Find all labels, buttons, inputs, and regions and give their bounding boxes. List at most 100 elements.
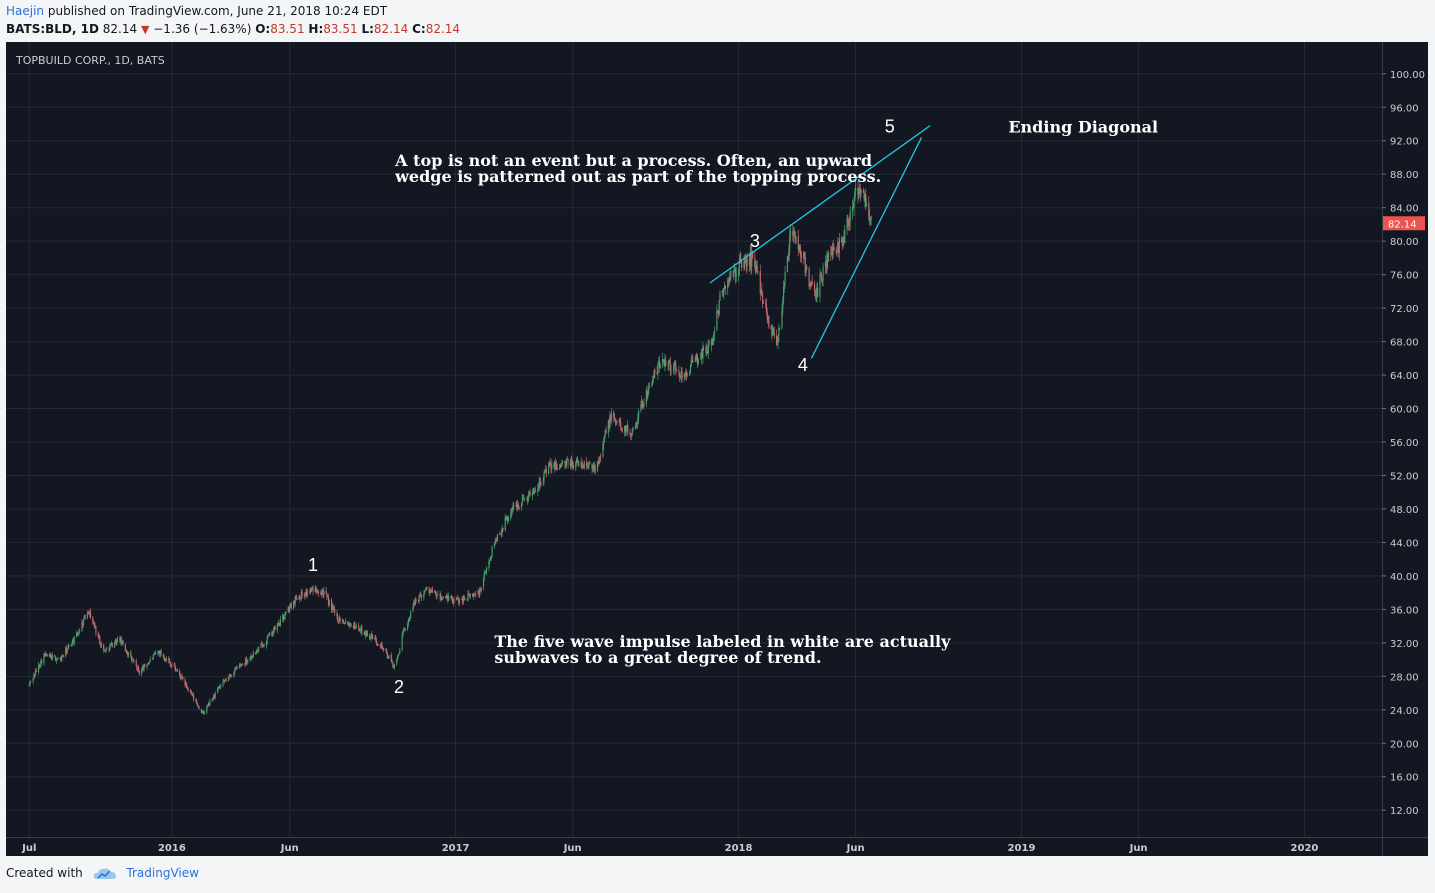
candle-body [99, 636, 101, 644]
candle-body [630, 434, 632, 435]
price-chart[interactable]: 100.00 96.00 92.00 88.00 84.00 80.00 76.00 72.0… [6, 42, 1428, 856]
candle-body [500, 533, 502, 535]
candle-body [195, 699, 197, 702]
candle-body [502, 528, 504, 531]
candle-body [732, 270, 734, 274]
candle-body [841, 242, 844, 247]
candle-body [171, 664, 173, 666]
candle-body [529, 492, 531, 496]
candle-body [117, 637, 119, 640]
chart-area[interactable]: 100.00 96.00 92.00 88.00 84.00 80.00 76.00 72.0… [6, 42, 1428, 856]
candle-body [311, 587, 313, 589]
candle-body [81, 622, 83, 631]
candle-body [366, 630, 368, 637]
candle-body [533, 491, 535, 492]
candle-body [857, 187, 859, 195]
candle-body [778, 327, 780, 336]
candle-body [61, 655, 64, 657]
candle-body [844, 229, 846, 244]
candle-body [289, 603, 292, 608]
candle-body [625, 428, 627, 433]
candle-body [260, 643, 262, 648]
candle-body [609, 415, 611, 428]
open-label: O: [255, 22, 271, 36]
candle-body [723, 287, 725, 293]
candle-body [692, 361, 694, 363]
candle-body [755, 268, 757, 273]
candle-body [667, 364, 669, 366]
candle-body [365, 630, 368, 637]
candle-body [131, 659, 133, 661]
candle-body [293, 600, 295, 605]
candle-body [169, 662, 171, 666]
candle-body [580, 461, 582, 467]
candle-body [531, 492, 533, 496]
candle-body [379, 644, 382, 647]
candle-body [512, 505, 514, 509]
candle-body [789, 235, 791, 249]
open-value: 83.51 [270, 22, 305, 36]
candle-body [860, 190, 862, 194]
candle-body [272, 630, 275, 634]
candle-body [683, 373, 685, 379]
candle-body [38, 664, 40, 667]
wave-label-1: 1 [308, 555, 318, 575]
author-link[interactable]: Haejin [6, 4, 45, 18]
candle-body [244, 658, 247, 664]
candle-body [92, 617, 94, 623]
candle-body [837, 242, 839, 251]
low-value: 82.14 [373, 22, 409, 36]
candle-body [159, 650, 161, 655]
candle-body [168, 658, 170, 661]
candle-body [549, 462, 551, 467]
candle-body [138, 670, 140, 674]
candle-body [267, 635, 269, 638]
candle-body [506, 517, 509, 522]
tradingview-link[interactable]: TradingView [126, 866, 199, 880]
candle-body [419, 593, 421, 596]
candle-body [407, 619, 409, 625]
candle-body [496, 534, 499, 541]
candle-body [665, 359, 667, 366]
candle-body [37, 664, 40, 673]
candle-body [643, 404, 645, 407]
candle-body [301, 591, 303, 596]
candle-body [735, 274, 737, 277]
candle-body [447, 599, 449, 601]
candle-body [110, 642, 113, 645]
candle-body [717, 311, 720, 315]
candle-body [157, 650, 159, 654]
candle-body [734, 268, 737, 277]
last-price: 82.14 [102, 22, 138, 36]
candle-body [54, 655, 56, 657]
candle-body [381, 643, 383, 649]
candle-body [748, 258, 751, 266]
candle-body [772, 328, 775, 333]
candle-body [304, 595, 306, 597]
candle-body [789, 230, 792, 236]
candle-body [224, 680, 226, 682]
candle-body [293, 600, 295, 609]
candle-body [196, 703, 199, 707]
candle-body [572, 465, 575, 469]
candle-body [696, 357, 699, 364]
time-tick-label: Jul [21, 843, 36, 854]
candle-body [475, 593, 477, 596]
candle-body [245, 658, 247, 664]
candle-body [187, 687, 189, 690]
candle-body [144, 664, 146, 667]
candle-body [279, 619, 282, 626]
candle-body [696, 355, 698, 358]
candle-body [827, 252, 830, 262]
candle-body [135, 661, 137, 667]
price-tick-label: 84.00 [1390, 204, 1419, 215]
candle-body [575, 459, 578, 463]
candle-body [200, 708, 202, 713]
candle-body [252, 652, 254, 658]
candle-body [294, 597, 296, 605]
candle-body [722, 290, 724, 293]
candle-body [452, 599, 454, 603]
candle-body [256, 651, 258, 653]
topping-process-note: A top is not an event but a process. Oft… [394, 151, 881, 186]
subwaves-note: The five wave impulse labeled in white a… [494, 632, 951, 667]
